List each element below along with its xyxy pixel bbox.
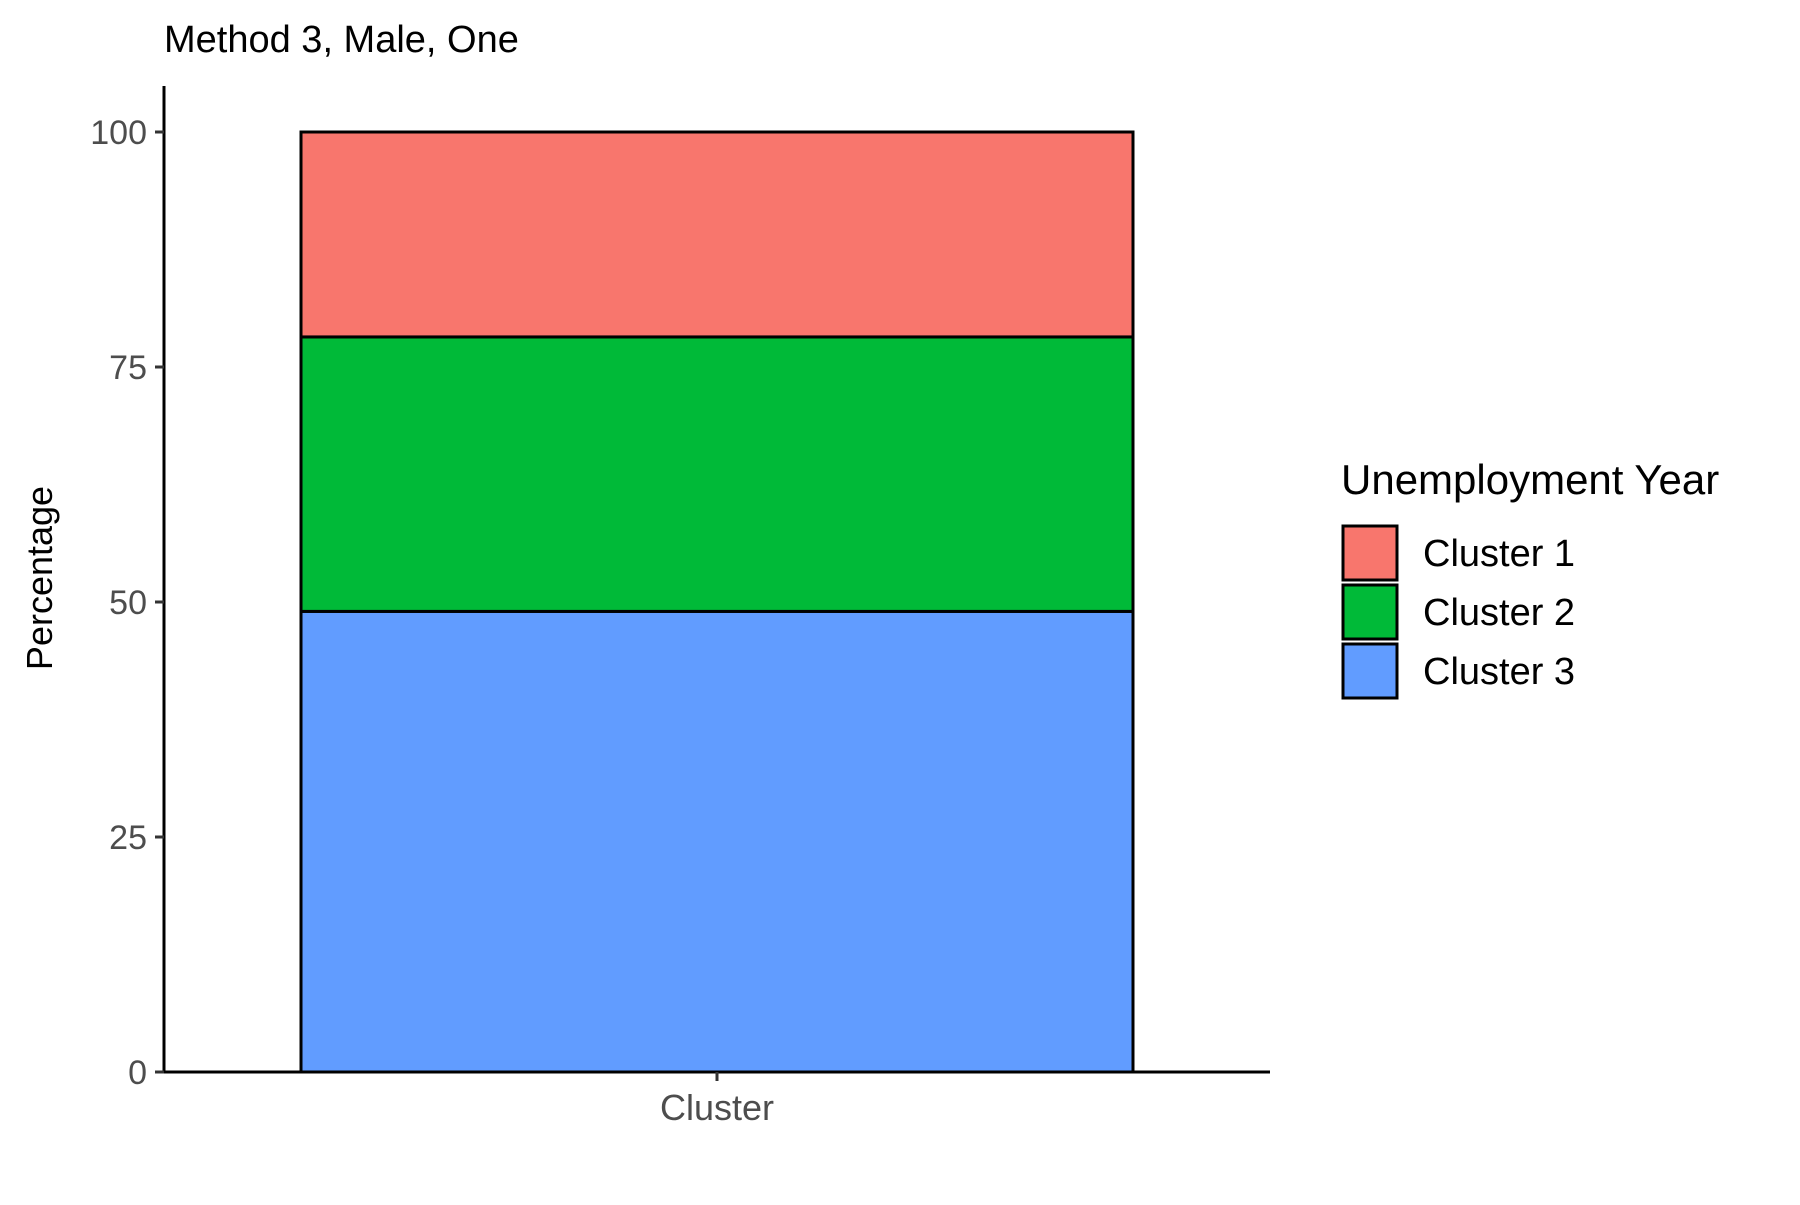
y-axis-title: Percentage [19, 486, 60, 670]
y-axis: 0 25 50 75 100 [90, 86, 166, 1092]
legend: Unemployment Year Cluster 1 Cluster 2 Clus… [1341, 456, 1719, 700]
bar-segment-cluster-2 [299, 335, 1135, 613]
y-tick-label: 75 [109, 349, 147, 387]
legend-label: Cluster 3 [1423, 651, 1575, 693]
x-axis: Cluster [164, 1070, 1270, 1128]
legend-key-cluster-2 [1341, 583, 1399, 641]
y-tick-label: 50 [109, 584, 147, 622]
y-tick-label: 0 [128, 1054, 147, 1092]
bar-segment-cluster-3 [299, 609, 1135, 1074]
y-tick-label: 100 [90, 114, 147, 152]
legend-title: Unemployment Year [1341, 456, 1719, 503]
chart-title: Method 3, Male, One [164, 19, 519, 61]
legend-key-cluster-3 [1341, 642, 1399, 700]
bar-segment-cluster-1 [299, 130, 1135, 339]
x-category-label: Cluster [660, 1087, 774, 1128]
legend-label: Cluster 1 [1423, 533, 1575, 575]
bar-stack [299, 130, 1135, 1074]
legend-label: Cluster 2 [1423, 592, 1575, 634]
legend-key-cluster-1 [1341, 524, 1399, 582]
y-tick-label: 25 [109, 819, 147, 857]
